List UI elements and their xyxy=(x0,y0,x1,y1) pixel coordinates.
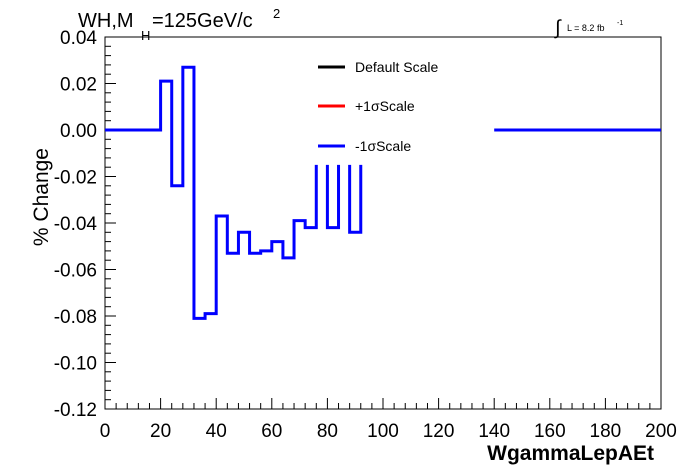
x-tick-label: 120 xyxy=(423,421,455,442)
x-axis: 0 20 40 60 80 100 120 140 160 180 200 xyxy=(100,398,677,442)
plot-frame xyxy=(104,36,662,410)
x-tick-label: 200 xyxy=(645,421,677,442)
y-tick-label: 0.00 xyxy=(60,121,97,142)
y-tick-label: -0.06 xyxy=(54,261,97,282)
x-tick-label: 160 xyxy=(534,421,566,442)
y-tick-label: -0.02 xyxy=(54,168,97,189)
x-axis-title: WgammaLepAEt xyxy=(487,442,654,465)
title-main: WH,M xyxy=(78,10,134,32)
luminosity-text: L = 8.2 fb xyxy=(567,23,604,33)
x-tick-label: 0 xyxy=(100,421,111,442)
y-tick-label: 0.04 xyxy=(60,28,97,49)
chart-title: WH,M H =125GeV/c 2 xyxy=(78,6,280,43)
luminosity-label: ∫ L = 8.2 fb -1 xyxy=(554,17,623,39)
x-tick-label: 20 xyxy=(150,421,171,442)
x-tick-label: 180 xyxy=(590,421,622,442)
integral-symbol: ∫ xyxy=(554,17,562,39)
y-tick-label: -0.08 xyxy=(54,307,97,328)
y-tick-label: -0.12 xyxy=(54,400,97,421)
legend-label-default: Default Scale xyxy=(355,59,438,75)
x-tick-label: 100 xyxy=(367,421,399,442)
x-tick-label: 40 xyxy=(206,421,227,442)
series-line-minus1sigma xyxy=(105,65,661,320)
y-tick-label: -0.10 xyxy=(54,354,97,375)
x-tick-label: 140 xyxy=(478,421,510,442)
title-superscript: 2 xyxy=(273,6,280,21)
x-tick-label: 80 xyxy=(317,421,338,442)
y-axis: 0.04 0.02 0.00 -0.02 -0.04 -0.06 -0.08 -0.10 -0.… xyxy=(54,28,116,421)
y-axis-title: % Change xyxy=(30,148,53,246)
legend-label-minus1sigma: -1σScale xyxy=(355,138,411,154)
y-tick-label: 0.02 xyxy=(60,75,97,96)
luminosity-superscript: -1 xyxy=(617,20,623,27)
legend-label-plus1sigma: +1σScale xyxy=(355,98,415,114)
y-tick-label: -0.04 xyxy=(54,214,98,235)
series-group xyxy=(105,65,661,320)
title-subscript: H xyxy=(141,28,150,43)
title-rest: =125GeV/c xyxy=(152,10,253,32)
legend: Default Scale +1σScale -1σScale xyxy=(318,59,438,154)
x-tick-label: 60 xyxy=(261,421,282,442)
